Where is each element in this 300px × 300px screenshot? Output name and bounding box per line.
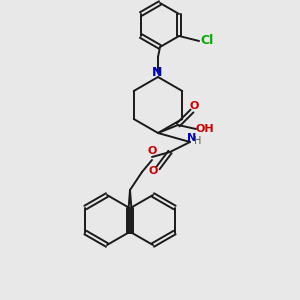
- Text: N: N: [152, 65, 162, 79]
- Text: OH: OH: [196, 124, 214, 134]
- Text: N: N: [188, 133, 196, 143]
- Text: O: O: [189, 101, 199, 111]
- Text: O: O: [148, 166, 158, 176]
- Text: O: O: [147, 146, 157, 156]
- Text: H: H: [194, 136, 202, 146]
- Text: Cl: Cl: [200, 34, 214, 47]
